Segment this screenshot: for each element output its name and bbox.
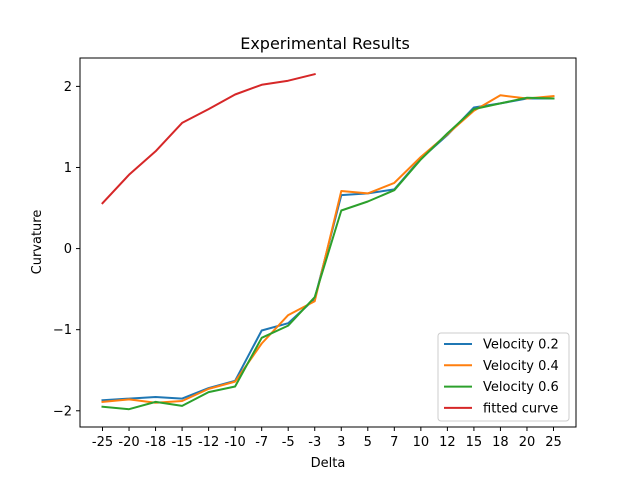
x-tick-label: 20 (519, 435, 536, 450)
y-tick-label: −1 (53, 323, 72, 338)
y-tick-label: −2 (53, 404, 72, 419)
legend: Velocity 0.2 Velocity 0.4 Velocity 0.6 fitt… (437, 332, 570, 422)
series-line-fitted-curve (101, 72, 316, 205)
x-tick-label: -18 (145, 435, 166, 450)
plot-area-frame (79, 57, 577, 428)
x-tick-label: 25 (545, 435, 562, 450)
x-tick-label: -7 (255, 435, 268, 450)
x-axis-label: Delta (311, 456, 346, 471)
x-tick-label: -15 (171, 435, 192, 450)
legend-label: Velocity 0.2 (483, 338, 559, 353)
y-tick-label: 2 (64, 80, 72, 95)
y-axis: −2 −1 0 1 2 (53, 80, 80, 419)
series-line-velocity-0-6 (101, 96, 555, 411)
x-tick-label: 5 (364, 435, 372, 450)
x-tick-label: -20 (118, 435, 139, 450)
chart-title: Experimental Results (240, 34, 410, 53)
legend-label: Velocity 0.6 (483, 380, 559, 395)
legend-label: fitted curve (483, 401, 558, 416)
x-tick-label: 7 (390, 435, 398, 450)
x-tick-label: -12 (198, 435, 219, 450)
series-layer (101, 72, 555, 411)
y-tick-label: 1 (64, 161, 72, 176)
legend-label: Velocity 0.4 (483, 359, 559, 374)
y-axis-label: Curvature (30, 210, 45, 275)
x-tick-label: 15 (466, 435, 483, 450)
x-tick-label: 3 (337, 435, 345, 450)
x-tick-label: 12 (439, 435, 456, 450)
legend-box (437, 332, 570, 422)
x-tick-label: -10 (225, 435, 246, 450)
x-tick-label: 18 (492, 435, 509, 450)
y-tick-label: 0 (64, 242, 72, 257)
x-tick-label: -3 (308, 435, 321, 450)
x-axis: -25 -20 -18 -15 -12 -10 -7 -5 -3 3 5 7 10 12 15 18 20 25 (92, 427, 562, 450)
x-tick-label: -25 (92, 435, 113, 450)
x-tick-label: -5 (282, 435, 295, 450)
x-tick-label: 10 (413, 435, 430, 450)
